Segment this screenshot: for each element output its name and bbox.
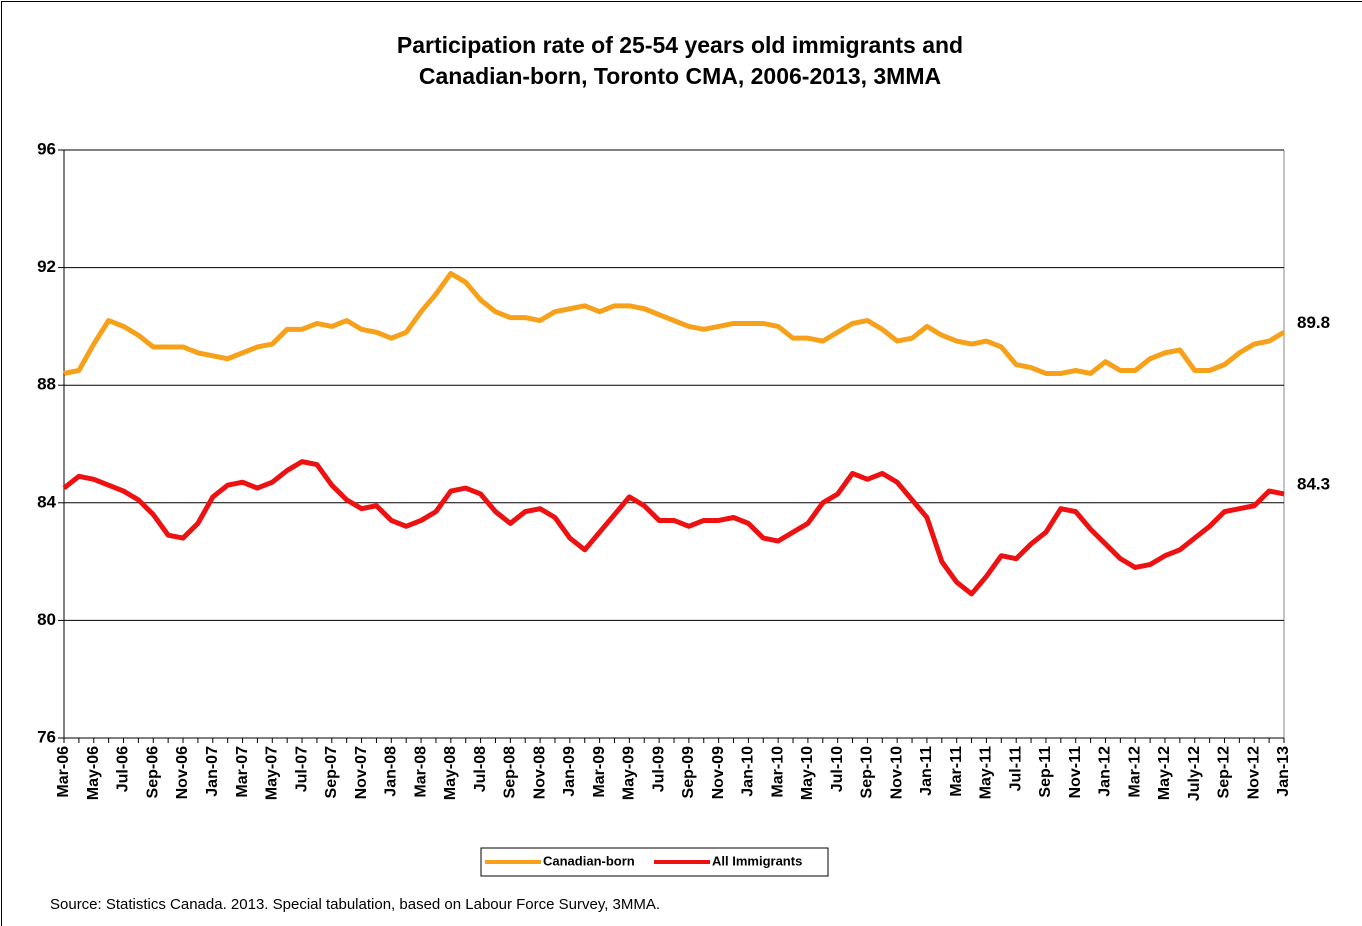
source-note: Source: Statistics Canada. 2013. Special…	[50, 896, 660, 913]
x-tick-label: Jan-12	[1097, 746, 1114, 797]
x-tick-label: Jan-13	[1275, 746, 1292, 797]
x-tick-label: Mar-06	[55, 746, 72, 798]
x-tick-label: May-11	[978, 746, 995, 799]
x-tick-label: May-10	[799, 746, 816, 800]
x-tick-label: Mar-08	[412, 746, 429, 798]
x-tick-label: May-12	[1156, 746, 1173, 800]
x-tick-label: May-06	[85, 746, 102, 800]
x-tick-label: Jul-07	[293, 746, 310, 792]
y-tick-label: 96	[37, 139, 56, 158]
x-tick-label: Jan-08	[383, 746, 400, 797]
chart-title: Canadian-born, Toronto CMA, 2006-2013, 3…	[419, 63, 941, 89]
y-tick-label: 92	[37, 257, 56, 276]
x-tick-label: Sep-09	[680, 746, 697, 799]
x-tick-label: Jan-09	[561, 746, 578, 797]
end-value-label: 89.8	[1297, 313, 1330, 332]
x-tick-label: Mar-11	[948, 746, 965, 797]
x-tick-label: Mar-12	[1126, 746, 1143, 798]
x-tick-label: Nov-08	[531, 746, 548, 799]
x-tick-label: Sep-06	[144, 746, 161, 799]
y-tick-label: 84	[37, 492, 56, 511]
x-tick-label: Jul-08	[472, 746, 489, 792]
y-tick-label: 80	[37, 610, 56, 629]
x-tick-label: Jan-11	[918, 746, 935, 796]
x-tick-label: Mar-09	[591, 746, 608, 798]
x-tick-label: Nov-07	[353, 746, 370, 799]
x-tick-label: Jul-11	[1007, 746, 1024, 791]
series-line	[63, 270, 1286, 376]
x-tick-label: May-09	[621, 746, 638, 800]
x-tick-label: July-12	[1186, 746, 1203, 801]
x-tick-label: Nov-10	[888, 746, 905, 799]
x-tick-label: Nov-09	[710, 746, 727, 799]
x-tick-label: Sep-11	[1037, 746, 1054, 798]
chart-title: Participation rate of 25-54 years old im…	[397, 32, 963, 58]
x-tick-label: Jul-06	[115, 746, 132, 792]
x-tick-label: Jul-10	[829, 746, 846, 792]
y-tick-label: 88	[37, 375, 56, 394]
x-tick-label: May-08	[442, 746, 459, 800]
y-tick-label: 76	[37, 727, 56, 746]
x-tick-label: Sep-07	[323, 746, 340, 799]
x-tick-label: Nov-12	[1245, 746, 1262, 799]
x-tick-label: Nov-11	[1067, 746, 1084, 799]
legend-label: All Immigrants	[712, 853, 802, 868]
x-tick-label: Jan-10	[740, 746, 757, 797]
series-line	[62, 459, 1285, 597]
x-tick-label: Sep-12	[1216, 746, 1233, 799]
x-tick-label: Sep-08	[502, 746, 519, 799]
x-tick-label: Jul-09	[650, 746, 667, 792]
legend-label: Canadian-born	[543, 853, 635, 868]
end-value-label: 84.3	[1297, 474, 1330, 493]
x-tick-label: Sep-10	[859, 746, 876, 799]
x-tick-label: May-07	[264, 746, 281, 800]
x-tick-label: Mar-10	[769, 746, 786, 798]
x-tick-label: Jan-07	[204, 746, 221, 797]
x-tick-label: Nov-06	[174, 746, 191, 799]
x-tick-label: Mar-07	[234, 746, 251, 798]
